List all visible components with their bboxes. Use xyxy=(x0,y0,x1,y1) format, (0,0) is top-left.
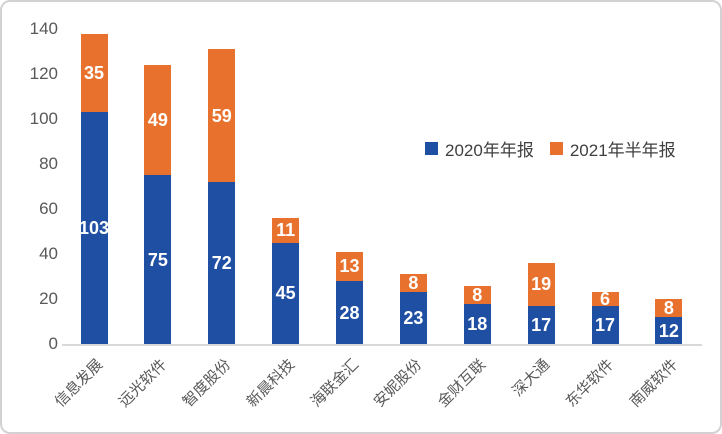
bar-value-label: 6 xyxy=(600,289,611,309)
bar-segment-blue: 75 xyxy=(144,175,172,344)
bar-segment-orange: 19 xyxy=(527,263,555,306)
bar-value-label: 8 xyxy=(663,298,674,318)
y-tick-label: 40 xyxy=(39,244,58,263)
bar-value-label: 8 xyxy=(472,284,483,305)
legend-label-2020-annual-report: 2020年年报 xyxy=(445,141,534,160)
y-tick-label: 140 xyxy=(29,19,58,38)
bar-value-label: 75 xyxy=(147,249,168,270)
bar-value-label: 19 xyxy=(531,274,552,295)
legend-swatch-blue xyxy=(425,142,438,155)
bar-value-label: 17 xyxy=(531,314,552,335)
bar-value-label: 11 xyxy=(276,220,296,241)
bar-value-label: 72 xyxy=(211,253,232,273)
bar-segment-orange: 8 xyxy=(399,273,427,294)
bar-segment-orange: 59 xyxy=(208,49,236,182)
bar-segment-orange: 35 xyxy=(80,33,108,113)
bar-segment-blue: 17 xyxy=(591,305,619,344)
bar-segment-orange: 8 xyxy=(463,284,491,305)
bar-value-label: 17 xyxy=(595,314,616,335)
y-tick-label: 60 xyxy=(39,199,58,218)
bar-value-label: 13 xyxy=(339,256,360,277)
bar-segment-orange: 6 xyxy=(591,289,619,309)
x-category-label: 海联金汇 xyxy=(307,356,362,411)
bar-value-label: 45 xyxy=(275,283,296,304)
x-category-label: 南威软件 xyxy=(626,356,682,411)
x-axis-line xyxy=(62,344,702,346)
bar-segment-blue: 17 xyxy=(527,305,555,344)
bar-segment-blue: 23 xyxy=(399,292,427,344)
legend-item-2021-semiannual-report: 2021年半年报 xyxy=(549,136,676,161)
bar-value-label: 28 xyxy=(339,302,360,323)
bar-segment-orange: 8 xyxy=(655,298,683,318)
x-category-label: 信息发展 xyxy=(51,356,107,411)
bar-segment-blue: 103 xyxy=(78,112,110,344)
bar-segment-blue: 28 xyxy=(336,281,364,344)
x-category-label: 远光软件 xyxy=(115,356,171,411)
bar-value-label: 12 xyxy=(658,320,679,341)
x-category-label: 智度股份 xyxy=(179,356,234,411)
bar-value-label: 18 xyxy=(467,313,488,334)
bar-value-label: 8 xyxy=(408,273,419,294)
bar-segment-orange: 13 xyxy=(336,251,364,281)
bar-segment-blue: 12 xyxy=(655,317,683,344)
chart-legend: 2020年年报 2021年半年报 xyxy=(425,136,676,161)
bar-value-label: 59 xyxy=(211,105,232,126)
y-tick-label: 120 xyxy=(29,64,58,83)
bar-value-label: 23 xyxy=(403,308,424,329)
legend-label-2021-semiannual-report: 2021年半年报 xyxy=(569,141,676,160)
bar-segment-blue: 72 xyxy=(208,182,236,344)
bar-value-label: 35 xyxy=(83,62,105,83)
y-tick-label: 20 xyxy=(39,289,58,308)
x-category-label: 金财互联 xyxy=(434,356,490,411)
bar-segment-orange: 11 xyxy=(272,218,300,243)
bar-value-label: 49 xyxy=(147,110,168,131)
bar-segment-blue: 18 xyxy=(463,303,491,344)
bar-segment-orange: 49 xyxy=(144,65,172,176)
x-category-label: 新晨科技 xyxy=(243,356,298,411)
bar-segment-blue: 45 xyxy=(272,242,300,344)
bar-value-label: 103 xyxy=(78,218,110,239)
x-category-label: 深大通 xyxy=(509,356,554,400)
x-category-label: 东华软件 xyxy=(562,356,618,411)
legend-item-2020-annual-report: 2020年年报 xyxy=(425,136,534,161)
x-category-label: 安妮股份 xyxy=(371,356,426,411)
y-tick-label: 100 xyxy=(29,109,58,128)
legend-swatch-orange xyxy=(549,142,563,155)
y-tick-label: 80 xyxy=(39,154,58,173)
y-tick-label: 0 xyxy=(48,334,58,353)
